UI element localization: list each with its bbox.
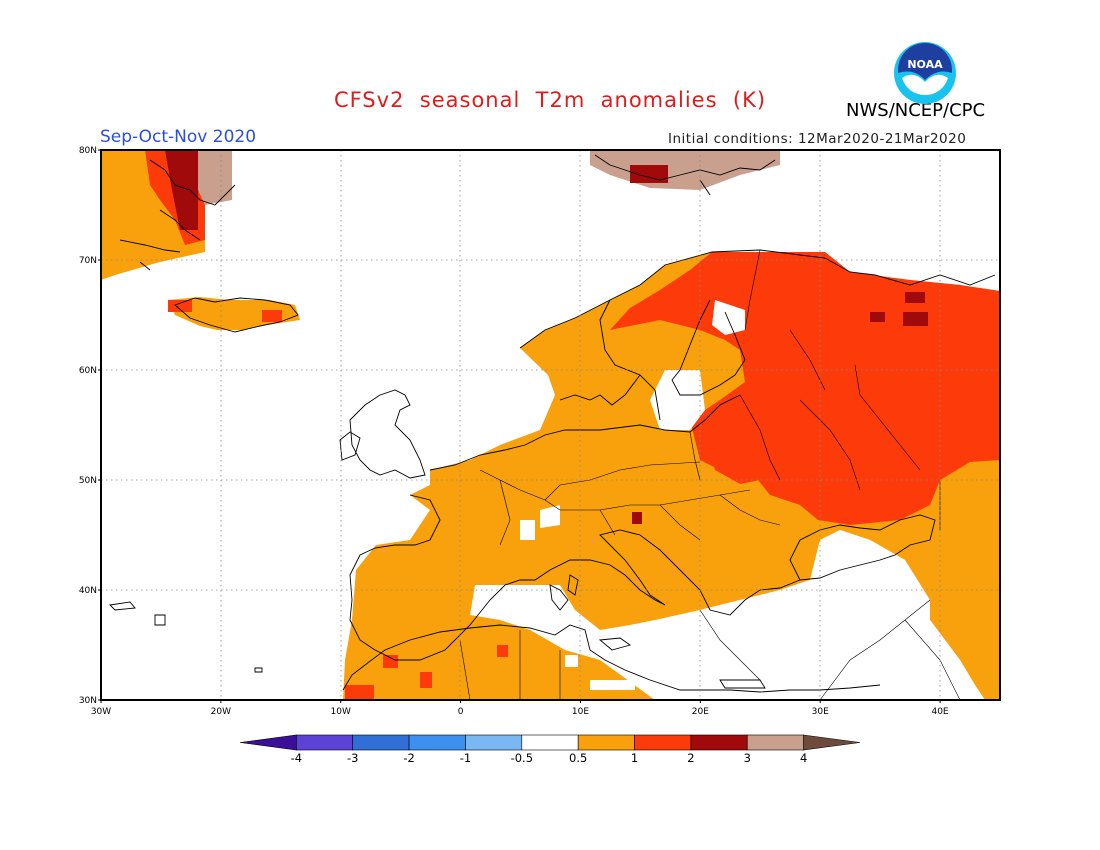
season-label: Sep-Oct-Nov 2020 — [100, 127, 257, 147]
iceland-coastline — [174, 297, 299, 333]
gulf-of-bothnia-coastline — [671, 299, 746, 396]
colorbar-segment — [465, 734, 523, 751]
greenland-very-strong-anomaly — [165, 150, 198, 230]
lon-tick-label: 20E — [692, 707, 709, 717]
colorbar-segment — [521, 734, 579, 751]
turkey-neutral-area — [780, 560, 930, 700]
continental-coastline — [349, 394, 801, 661]
greenland-extreme-anomaly — [198, 150, 232, 205]
greenland-coastline — [119, 159, 236, 271]
map-title: CFSv2 seasonal T2m anomalies (K) — [333, 88, 767, 112]
ukraine-strong-anomaly — [705, 425, 760, 484]
colorbar-segment — [746, 734, 804, 751]
colorbar-segment — [408, 734, 466, 751]
colorbar: -4 -3 -2 -1 -0.5 0.5 1 2 3 4 — [239, 734, 861, 765]
balkan-very-strong-anomaly — [632, 512, 642, 524]
scandinavia-coastline — [519, 249, 996, 421]
lon-tick-label: 10E — [572, 707, 589, 717]
svalbard-extreme-anomaly — [590, 150, 780, 190]
svalbard-coastline — [594, 154, 776, 196]
colorbar-segment — [352, 734, 410, 751]
british-isles-neutral-area — [335, 400, 430, 495]
noaa-logo: NOAA — [894, 42, 956, 104]
country-borders — [459, 249, 961, 701]
colorbar-label: 4 — [800, 751, 807, 765]
svalbard-very-strong-anomaly — [630, 165, 668, 183]
colorbar-label: -1 — [460, 751, 471, 765]
anomaly-fill-layer — [101, 150, 1000, 700]
alps-neutral-area — [520, 505, 560, 540]
colorbar-segment — [634, 734, 692, 751]
colorbar-label: -4 — [291, 751, 302, 765]
lon-tick-label: 40E — [931, 707, 948, 717]
latitude-labels: 80N 70N 60N 50N 40N 30N — [79, 146, 101, 706]
colorbar-label: 0.5 — [569, 751, 587, 765]
colorbar-label: 1 — [631, 751, 638, 765]
longitude-labels: 30W 20W 10W 0 10E 20E 30E 40E — [91, 700, 949, 717]
colorbar-segment — [690, 734, 748, 751]
colorbar-segment — [803, 734, 861, 751]
noaa-logo-text: NOAA — [907, 58, 943, 71]
noaa-logo-bird — [902, 74, 948, 96]
lon-tick-label: 10W — [331, 707, 351, 717]
graticule-grid — [101, 150, 1000, 700]
coastline-layer — [109, 154, 996, 701]
colorbar-label: 3 — [744, 751, 751, 765]
colorbar-segment — [296, 734, 354, 751]
colorbar-label: -3 — [347, 751, 358, 765]
colorbar-label: 2 — [687, 751, 694, 765]
lon-tick-label: 20W — [211, 707, 231, 717]
british-isles-coastline — [339, 389, 426, 479]
ocean-neutral-area — [101, 330, 340, 700]
north-africa-neutral-patch — [565, 655, 635, 690]
lat-tick-label: 60N — [79, 366, 97, 376]
lat-tick-label: 30N — [79, 696, 97, 706]
kola-very-strong-anomaly — [870, 292, 928, 326]
colorbar-label: -0.5 — [511, 751, 533, 765]
eastern-europe-strong-anomaly — [610, 252, 1000, 525]
lon-tick-label: 30W — [91, 707, 111, 717]
colorbar-label: -2 — [403, 751, 414, 765]
lon-tick-label: 30E — [812, 707, 829, 717]
baltic-neutral-area — [650, 370, 705, 430]
lat-tick-label: 40N — [79, 586, 97, 596]
colorbar-segment — [577, 734, 635, 751]
norway-neutral-area — [712, 300, 745, 335]
lat-tick-label: 80N — [79, 146, 97, 156]
initial-conditions-label: Initial conditions: 12Mar2020-21Mar2020 — [668, 131, 967, 147]
iceland-moderate-anomaly — [168, 297, 300, 333]
lat-tick-label: 50N — [79, 476, 97, 486]
lon-tick-label: 0 — [458, 707, 464, 717]
black-sea-coastline — [789, 514, 936, 581]
colorbar-segment — [239, 734, 297, 751]
lat-tick-label: 70N — [79, 256, 97, 266]
iceland-strong-anomaly — [168, 300, 282, 322]
noaa-logo-sky — [898, 43, 952, 80]
north-africa-coastline — [342, 624, 881, 693]
agency-label: NWS/NCEP/CPC — [846, 100, 986, 121]
iberia-strong-anomaly — [345, 645, 508, 700]
map-frame — [100, 149, 1001, 701]
mediterranean-islands-coastline — [109, 574, 766, 689]
